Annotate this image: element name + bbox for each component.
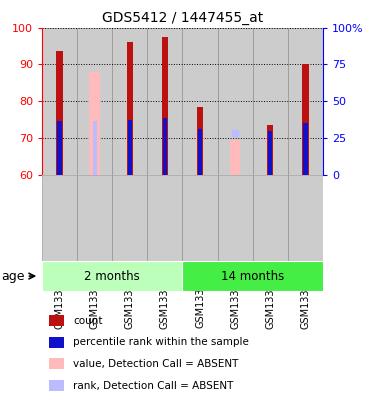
Bar [267, 125, 273, 175]
Bar [218, 175, 253, 261]
Bar [182, 28, 218, 175]
Bar [182, 261, 323, 291]
Bar [89, 72, 100, 175]
Bar [42, 28, 77, 175]
Bar [230, 140, 241, 175]
Text: percentile rank within the sample: percentile rank within the sample [73, 337, 249, 347]
Bar [42, 175, 77, 261]
Bar [77, 28, 112, 175]
Bar [253, 28, 288, 175]
Bar [303, 123, 308, 175]
Bar [112, 28, 147, 175]
Bar [112, 175, 147, 261]
Bar [127, 42, 133, 175]
Bar [197, 107, 203, 175]
Bar [288, 175, 323, 261]
Bar [218, 28, 253, 175]
Text: value, Detection Call = ABSENT: value, Detection Call = ABSENT [73, 359, 238, 369]
Bar [56, 51, 63, 175]
Bar [162, 37, 168, 175]
Bar [147, 175, 182, 261]
Text: rank, Detection Call = ABSENT: rank, Detection Call = ABSENT [73, 380, 233, 391]
Text: 2 months: 2 months [84, 270, 140, 283]
Bar [302, 64, 309, 175]
Bar [42, 261, 182, 291]
Text: 14 months: 14 months [221, 270, 284, 283]
Text: age: age [1, 270, 25, 283]
Bar [93, 121, 97, 175]
Bar [57, 121, 62, 175]
Title: GDS5412 / 1447455_at: GDS5412 / 1447455_at [102, 11, 263, 25]
Bar [268, 130, 272, 175]
Bar [253, 175, 288, 261]
Bar [77, 175, 112, 261]
Bar [147, 28, 182, 175]
Text: count: count [73, 316, 103, 326]
Bar [198, 129, 202, 175]
Bar [288, 28, 323, 175]
Bar [182, 175, 218, 261]
Bar [128, 119, 132, 175]
Bar [163, 118, 167, 175]
